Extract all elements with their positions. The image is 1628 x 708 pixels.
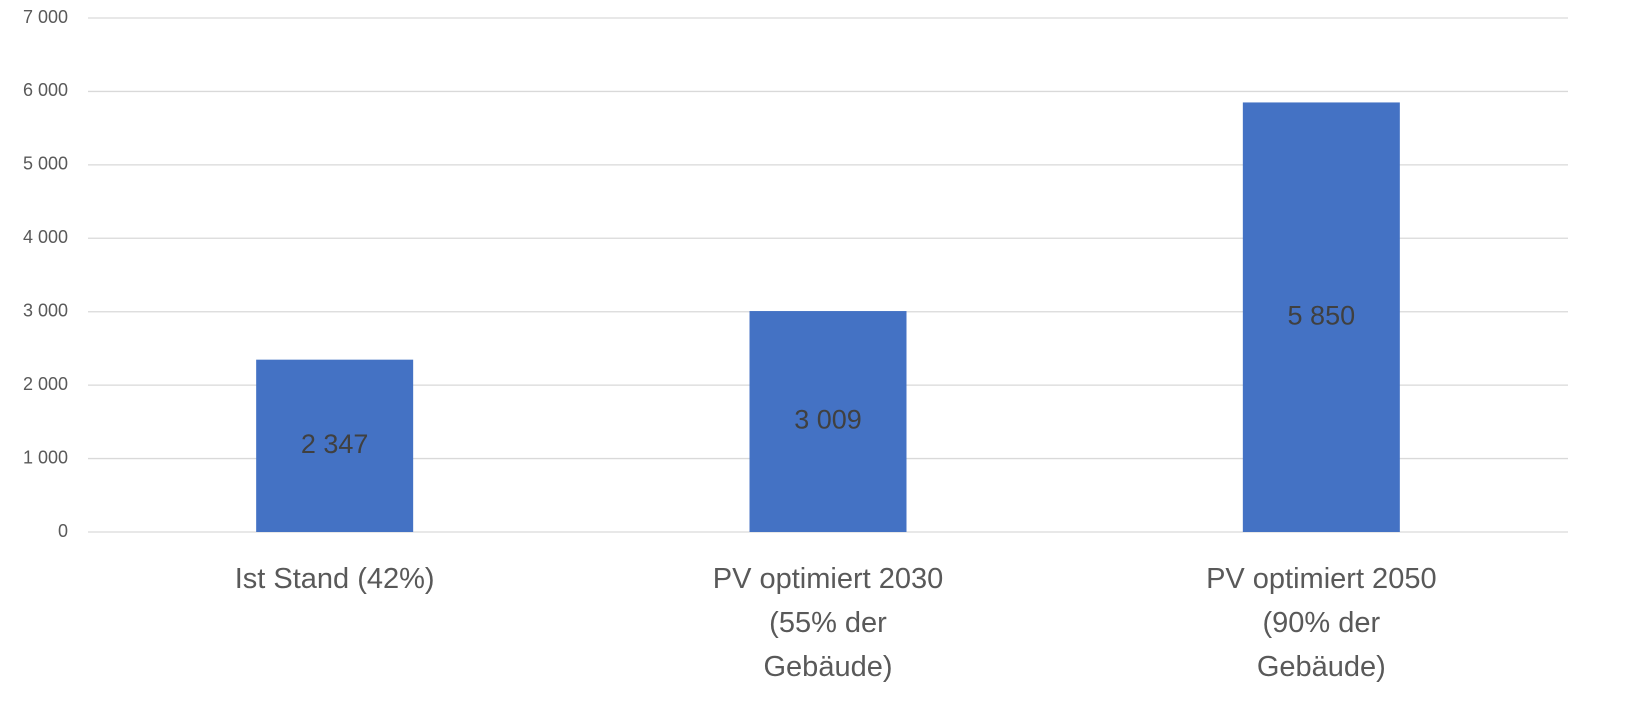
y-tick-label: 2 000 <box>23 374 68 394</box>
y-tick-label: 4 000 <box>23 227 68 247</box>
y-tick-label: 5 000 <box>23 154 68 174</box>
y-tick-label: 1 000 <box>23 447 68 467</box>
data-label: 2 347 <box>301 429 369 459</box>
data-label: 3 009 <box>794 405 862 435</box>
y-tick-label: 3 000 <box>23 300 68 320</box>
y-tick-label: 6 000 <box>23 80 68 100</box>
bar <box>749 311 907 532</box>
x-tick-label: PV optimiert 2050 (90% der Gebäude) <box>1206 563 1437 683</box>
bar <box>1242 102 1400 532</box>
data-label: 5 850 <box>1288 300 1356 330</box>
x-tick-label: PV optimiert 2030 (55% der Gebäude) <box>712 563 944 683</box>
x-tick-label: Ist Stand (42%) <box>234 563 435 595</box>
bar <box>256 359 414 532</box>
y-tick-label: 7 000 <box>23 7 68 27</box>
y-tick-label: 0 <box>58 521 68 541</box>
